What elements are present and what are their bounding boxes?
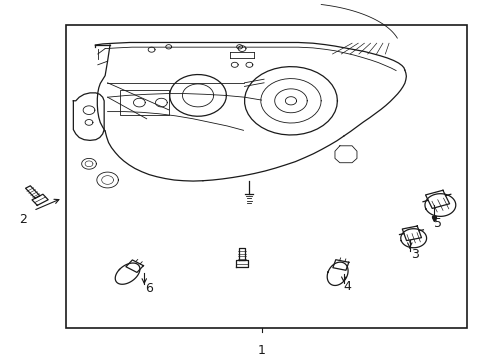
Text: 4: 4: [343, 280, 350, 293]
Text: 1: 1: [257, 345, 265, 357]
Bar: [120, 90, 168, 115]
Bar: [66, 25, 466, 328]
Text: 3: 3: [410, 248, 418, 261]
Text: 6: 6: [145, 282, 153, 294]
Text: 5: 5: [433, 217, 441, 230]
Text: 2: 2: [20, 213, 27, 226]
